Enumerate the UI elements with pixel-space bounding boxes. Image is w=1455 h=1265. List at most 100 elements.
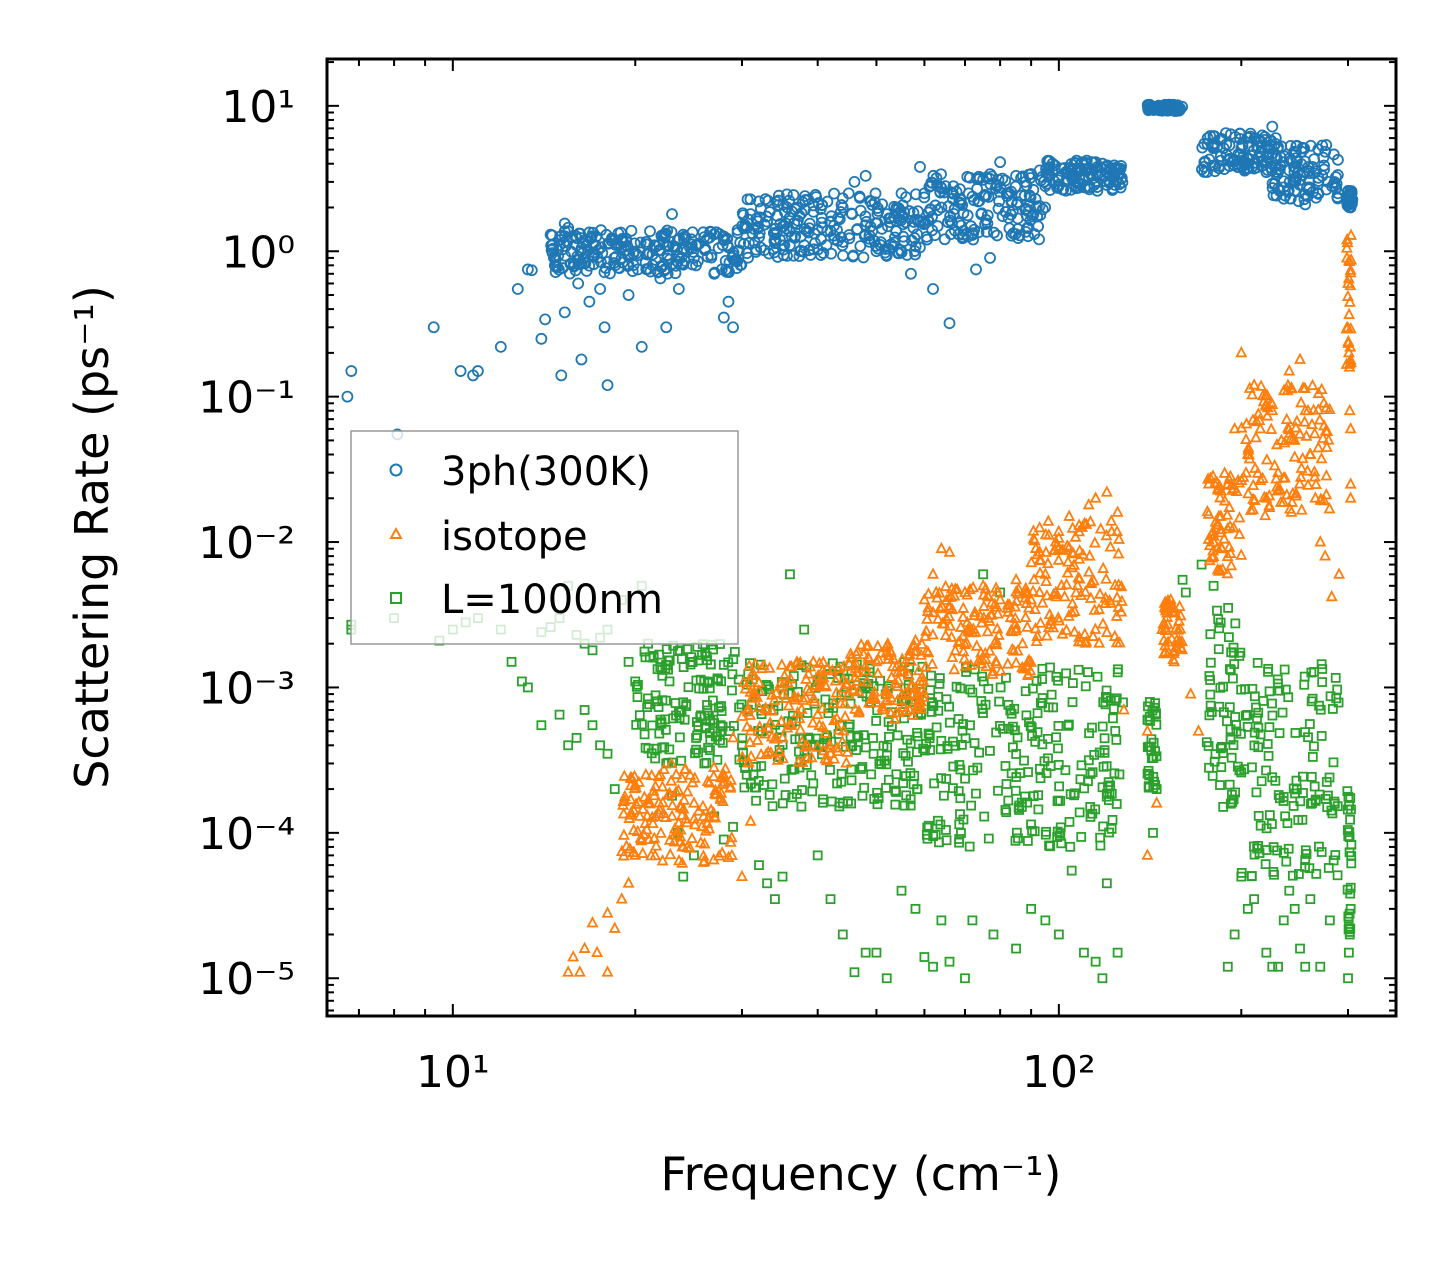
data-point-boundary bbox=[1330, 672, 1341, 683]
data-point-boundary bbox=[1224, 779, 1235, 790]
data-point-boundary bbox=[1287, 870, 1298, 881]
data-point-isotope bbox=[722, 850, 735, 863]
data-point-boundary bbox=[1252, 657, 1263, 668]
data-point-isotope bbox=[1221, 477, 1234, 489]
data-point-boundary bbox=[779, 773, 790, 784]
data-point-isotope bbox=[1211, 563, 1224, 575]
data-point-3ph bbox=[1308, 153, 1320, 166]
data-point-isotope bbox=[1280, 412, 1293, 425]
data-point-boundary bbox=[698, 683, 709, 694]
data-point-3ph bbox=[1017, 170, 1029, 183]
data-point-boundary bbox=[926, 697, 937, 708]
data-point-3ph bbox=[572, 277, 585, 290]
data-point-isotope bbox=[1025, 592, 1038, 605]
data-point-boundary bbox=[954, 837, 964, 848]
data-point-isotope bbox=[1027, 584, 1040, 596]
data-point-isotope bbox=[631, 824, 644, 837]
data-point-boundary bbox=[1104, 827, 1114, 838]
data-point-isotope bbox=[629, 777, 642, 790]
y-tick-label: 10⁻¹ bbox=[198, 373, 295, 424]
data-point-boundary bbox=[1114, 769, 1125, 780]
data-point-isotope bbox=[617, 794, 630, 806]
data-point-boundary bbox=[1111, 734, 1122, 745]
data-point-boundary bbox=[979, 811, 990, 822]
data-point-3ph bbox=[1100, 161, 1113, 173]
data-point-isotope bbox=[970, 639, 983, 651]
data-point-isotope bbox=[627, 803, 640, 815]
data-point-boundary bbox=[890, 785, 901, 796]
data-point-boundary bbox=[587, 720, 598, 731]
data-point-boundary bbox=[1309, 741, 1319, 752]
data-point-boundary bbox=[797, 785, 807, 795]
data-point-3ph bbox=[1294, 173, 1306, 186]
data-point-boundary bbox=[1054, 781, 1065, 792]
data-point-isotope bbox=[820, 679, 833, 692]
data-point-isotope bbox=[1342, 345, 1355, 358]
data-point-boundary bbox=[919, 952, 930, 962]
data-point-3ph bbox=[814, 203, 827, 215]
data-point-3ph bbox=[947, 180, 960, 193]
data-point-boundary bbox=[1151, 784, 1162, 794]
data-point-boundary bbox=[686, 652, 697, 663]
data-point-3ph bbox=[595, 224, 607, 237]
y-tick-label: 10⁻⁵ bbox=[198, 954, 295, 1005]
data-point-boundary bbox=[571, 732, 582, 743]
data-point-3ph bbox=[341, 390, 354, 403]
data-point-boundary bbox=[965, 684, 975, 695]
data-point-3ph bbox=[1310, 191, 1323, 204]
data-point-3ph bbox=[698, 231, 711, 244]
data-point-isotope bbox=[1211, 481, 1224, 493]
data-point-boundary bbox=[1041, 826, 1051, 837]
data-point-3ph bbox=[727, 246, 740, 259]
data-point-boundary bbox=[944, 701, 955, 712]
data-point-boundary bbox=[1283, 692, 1294, 703]
data-point-isotope bbox=[1060, 623, 1073, 635]
data-point-boundary bbox=[898, 748, 909, 759]
y-tick-label: 10⁻⁴ bbox=[198, 809, 295, 860]
data-point-boundary bbox=[632, 692, 643, 702]
data-point-boundary bbox=[1224, 702, 1235, 713]
data-point-3ph bbox=[705, 249, 718, 262]
data-point-3ph bbox=[622, 249, 634, 262]
data-point-3ph bbox=[1277, 156, 1290, 169]
data-point-isotope bbox=[927, 567, 940, 579]
data-point-isotope bbox=[821, 661, 834, 674]
data-point-isotope bbox=[1029, 602, 1042, 615]
data-point-boundary bbox=[1108, 703, 1119, 714]
data-point-isotope bbox=[880, 645, 893, 657]
data-point-isotope bbox=[1246, 413, 1259, 425]
data-point-isotope bbox=[1230, 484, 1243, 497]
data-point-isotope bbox=[666, 809, 679, 821]
data-point-isotope bbox=[1173, 634, 1186, 646]
data-point-isotope bbox=[1254, 473, 1267, 486]
data-point-isotope bbox=[1270, 480, 1283, 492]
data-point-isotope bbox=[1325, 589, 1338, 602]
data-point-isotope bbox=[752, 675, 765, 688]
data-point-boundary bbox=[944, 717, 955, 728]
data-point-boundary bbox=[536, 720, 547, 731]
data-point-3ph bbox=[1201, 166, 1213, 179]
data-point-boundary bbox=[847, 741, 858, 751]
data-point-3ph bbox=[1332, 153, 1344, 166]
data-point-isotope bbox=[1117, 703, 1130, 715]
data-point-isotope bbox=[939, 579, 952, 592]
data-point-3ph bbox=[1331, 169, 1344, 181]
data-point-3ph bbox=[525, 264, 538, 277]
data-point-isotope bbox=[1022, 667, 1035, 679]
data-point-isotope bbox=[1319, 549, 1332, 561]
data-point-boundary bbox=[506, 656, 517, 667]
data-point-boundary bbox=[697, 650, 707, 660]
data-point-3ph bbox=[1260, 166, 1273, 179]
data-point-boundary bbox=[978, 569, 989, 580]
data-point-boundary bbox=[881, 759, 892, 770]
data-point-boundary bbox=[977, 671, 987, 682]
data-point-isotope bbox=[1111, 524, 1124, 537]
data-point-boundary bbox=[817, 797, 828, 808]
data-point-isotope bbox=[1233, 527, 1246, 539]
legend-marker-isotope bbox=[389, 526, 403, 539]
data-point-boundary bbox=[1037, 693, 1048, 703]
data-point-isotope bbox=[650, 839, 663, 851]
data-point-isotope bbox=[1321, 424, 1334, 436]
data-point-boundary bbox=[1177, 574, 1188, 585]
data-point-boundary bbox=[1290, 788, 1300, 799]
